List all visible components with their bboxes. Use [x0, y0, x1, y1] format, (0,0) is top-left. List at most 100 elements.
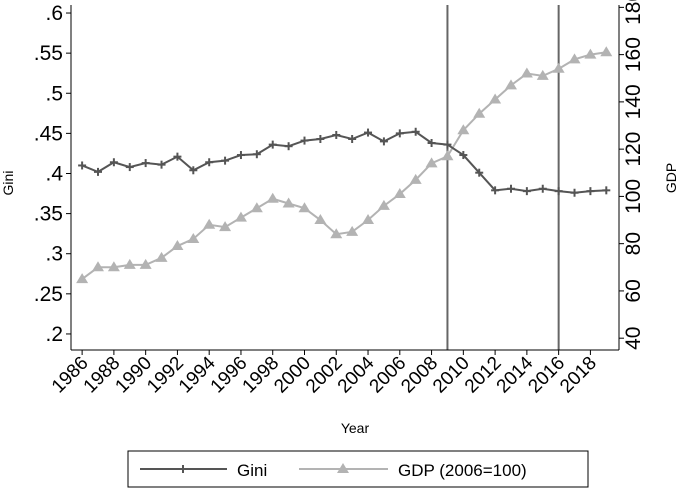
gdp-series: [76, 46, 613, 284]
gdp-point: [568, 53, 581, 64]
x-axis: 1986198819901992199419961998200020022004…: [48, 349, 619, 398]
gdp-point: [441, 150, 454, 161]
legend-gini-key: [140, 465, 227, 473]
gdp-point: [600, 46, 613, 57]
gini-point: [332, 130, 341, 139]
gini-point: [157, 160, 166, 169]
gini-point: [395, 129, 404, 138]
left-tick-label: .25: [34, 283, 63, 306]
gini-point: [491, 186, 500, 195]
gini-point: [173, 152, 182, 161]
gdp-point: [187, 232, 200, 243]
gini-point: [443, 140, 452, 149]
legend-gdp-key: [299, 463, 388, 473]
gini-point: [570, 188, 579, 197]
left-tick-label: .35: [34, 203, 63, 226]
y-axis-title-left: Gini: [0, 171, 16, 196]
gdp-point: [123, 258, 136, 269]
gdp-point: [377, 199, 390, 210]
gdp-point: [250, 202, 263, 213]
legend-label-gini: Gini: [237, 461, 267, 480]
gdp-point: [219, 221, 232, 232]
gdp-point: [473, 107, 486, 118]
gdp-point: [409, 173, 422, 184]
gdp-point: [536, 69, 549, 80]
gdp-point: [203, 218, 216, 229]
gdp-point: [107, 261, 120, 272]
gini-point: [475, 168, 484, 177]
gini-series: [78, 127, 611, 197]
gini-point: [221, 156, 230, 165]
gdp-point: [489, 93, 502, 104]
gini-point: [427, 139, 436, 147]
gdp-point: [330, 228, 343, 239]
gini-point: [538, 184, 547, 193]
gdp-point: [504, 79, 517, 90]
gdp-point: [266, 192, 279, 203]
left-tick-label: .5: [45, 82, 63, 105]
gdp-point: [282, 197, 295, 208]
legend: Gini GDP (2006=100): [127, 450, 589, 488]
gini-point: [379, 137, 388, 146]
right-tick-label: 140: [622, 84, 645, 119]
gini-point: [300, 136, 309, 145]
right-tick-label: 40: [622, 327, 645, 350]
gdp-point: [362, 214, 375, 225]
gini-point: [364, 128, 373, 137]
right-tick-label: 120: [622, 132, 645, 167]
gdp-point: [76, 273, 89, 284]
gini-point: [125, 163, 134, 172]
gdp-point: [425, 157, 438, 168]
left-tick-label: .4: [45, 162, 63, 185]
gini-point: [316, 134, 325, 143]
gdp-point: [92, 261, 105, 272]
legend-label-gdp: GDP (2006=100): [398, 461, 527, 480]
gini-point: [554, 187, 563, 196]
gini-point: [268, 140, 277, 149]
gdp-point: [584, 48, 597, 59]
gini-point: [459, 151, 468, 160]
gdp-point: [234, 211, 247, 222]
right-y-axis: 40 60 80 100 120 140 160 180: [618, 0, 645, 350]
gdp-point: [552, 62, 565, 73]
legend-gini-marker: [179, 465, 187, 473]
gdp-point: [520, 67, 533, 78]
gini-point: [189, 166, 198, 175]
left-y-axis: .2 .25 .3 .35 .4 .45 .5 .55 .6: [34, 2, 72, 350]
right-tick-label: 160: [622, 37, 645, 72]
y-axis-title-right: GDP: [663, 163, 679, 193]
gdp-point: [298, 202, 311, 213]
gini-point: [141, 159, 150, 168]
x-tick-label: 2018: [556, 353, 601, 398]
gini-point: [236, 151, 245, 160]
gdp-point: [155, 251, 168, 262]
gini-point: [506, 184, 515, 193]
left-tick-label: .6: [45, 2, 63, 25]
gini-point: [348, 134, 357, 143]
gini-point: [586, 187, 595, 196]
gini-point: [411, 127, 420, 136]
gdp-point: [314, 214, 327, 225]
gdp-point: [393, 188, 406, 199]
gini-point: [602, 186, 611, 195]
gdp-point: [346, 225, 359, 236]
left-tick-label: .55: [34, 42, 63, 65]
gdp-line: [81, 51, 607, 280]
gini-point: [94, 167, 103, 176]
gini-line: [81, 130, 607, 194]
gini-point: [284, 142, 293, 151]
right-tick-label: 80: [622, 232, 645, 255]
left-tick-label: .3: [45, 243, 63, 266]
legend-gdp-marker: [337, 463, 349, 473]
gini-point: [252, 150, 261, 159]
x-axis-title: Year: [341, 420, 370, 436]
vertical-reference-lines: [446, 5, 560, 350]
left-tick-label: .2: [45, 323, 63, 346]
series-layer: [76, 46, 613, 284]
gini-point: [109, 158, 118, 167]
gini-point: [522, 187, 531, 196]
right-tick-label: 100: [622, 179, 645, 214]
left-tick-label: .45: [34, 122, 63, 145]
right-tick-label: 180: [622, 0, 645, 25]
